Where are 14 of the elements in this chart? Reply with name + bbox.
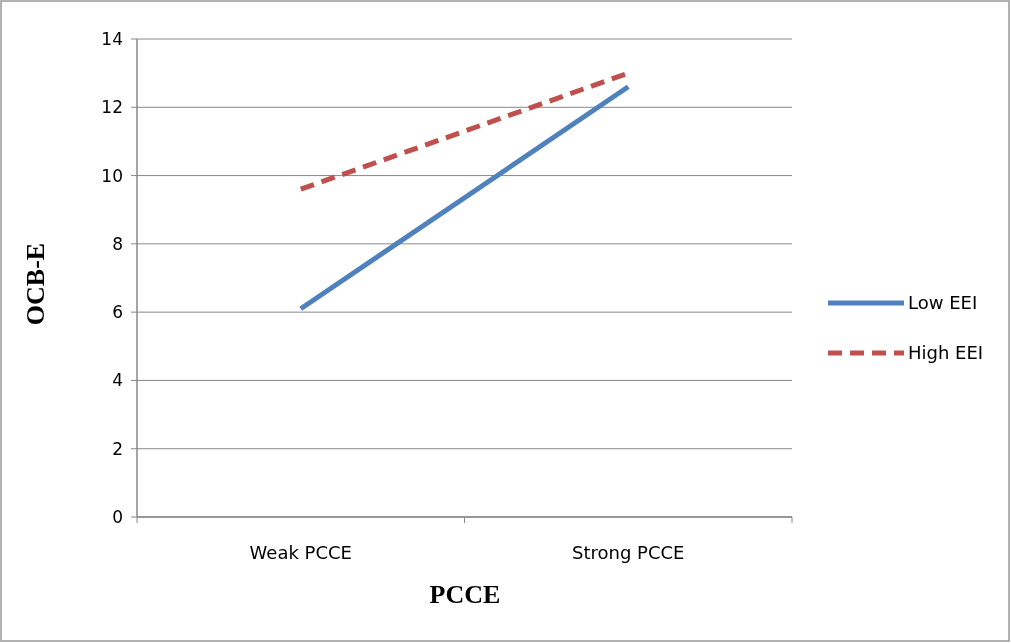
y-tick-label: 4: [112, 370, 123, 391]
y-tick-label: 2: [112, 438, 123, 459]
y-axis-title: OCB-E: [21, 242, 50, 326]
x-tick-label: Strong PCCE: [572, 542, 685, 563]
legend-label: High EEI: [908, 342, 984, 364]
y-tick-label: 6: [112, 302, 123, 323]
y-tick-label: 10: [101, 165, 123, 186]
y-tick-label: 0: [112, 506, 123, 527]
legend-label: Low EEI: [908, 292, 978, 314]
x-tick-label: Weak PCCE: [249, 542, 352, 563]
x-axis-title: PCCE: [429, 580, 501, 609]
y-tick-label: 8: [112, 233, 123, 254]
y-tick-label: 12: [101, 97, 123, 118]
y-tick-label: 14: [101, 28, 123, 49]
